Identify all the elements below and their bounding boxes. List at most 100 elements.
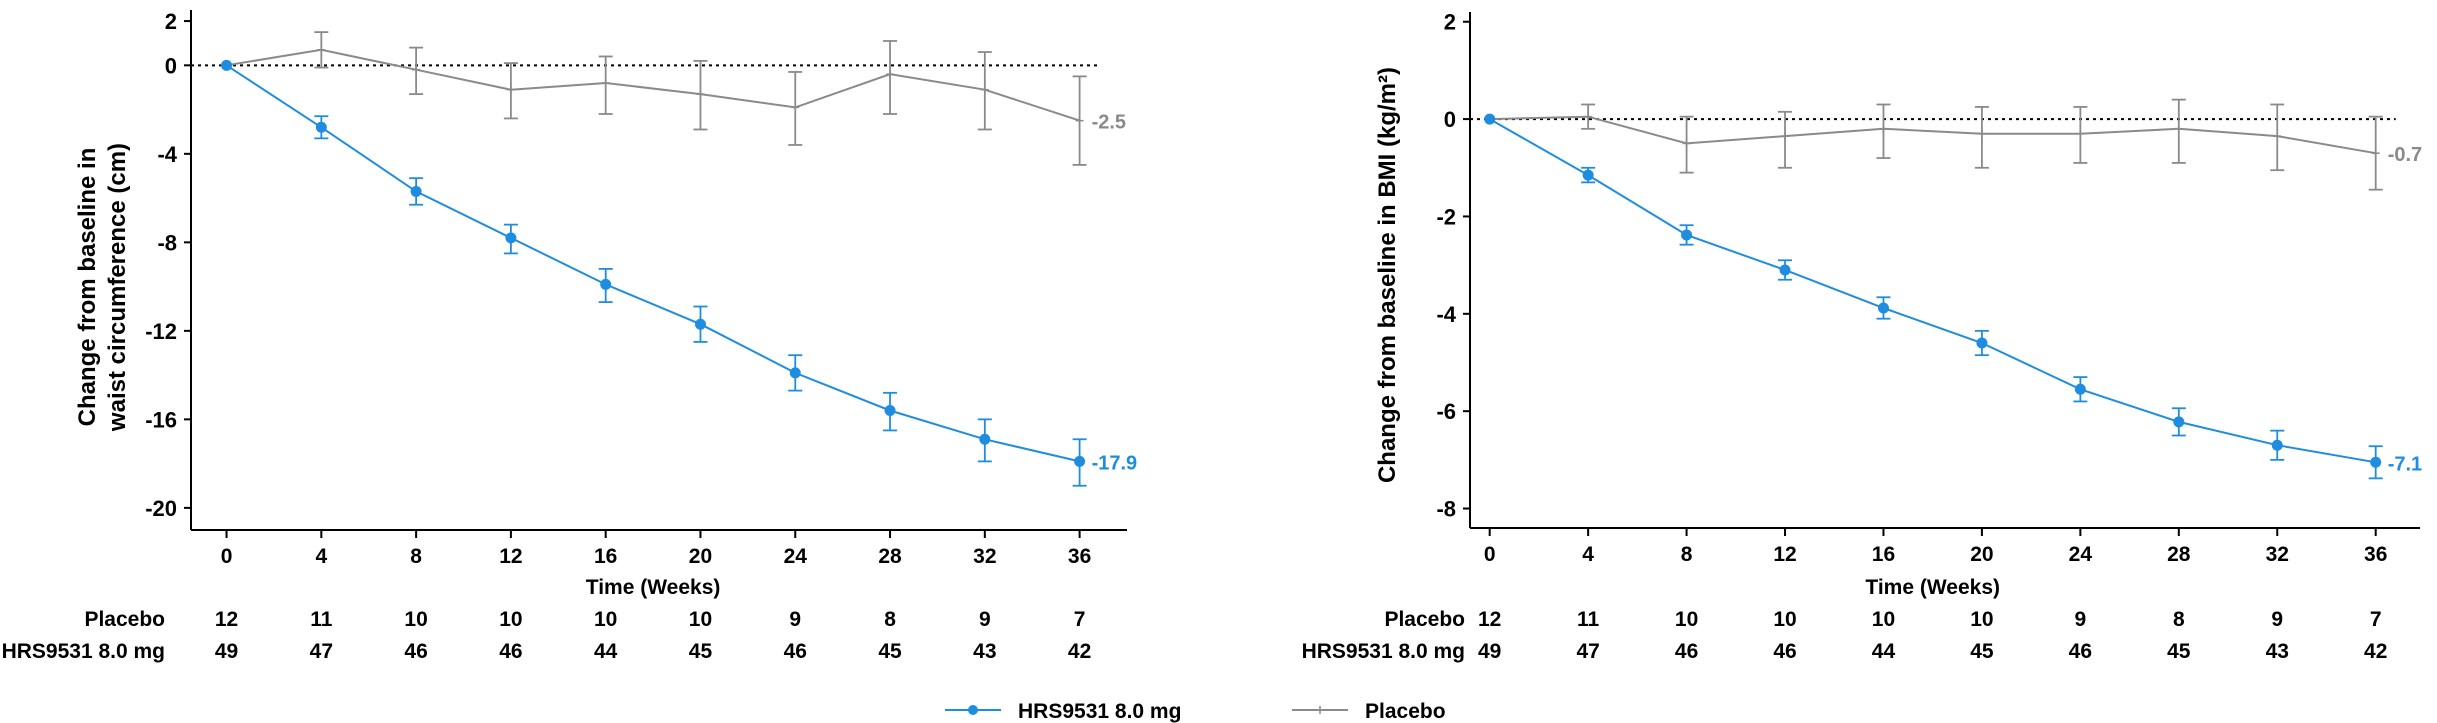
y-tick-label: -4 (157, 142, 177, 167)
at-risk-row: Placebo 12 11 10 10 10 10 9 8 9 7 (1384, 608, 2381, 631)
x-tick-label: 4 (315, 545, 327, 568)
y-tick-label: -6 (1436, 399, 1456, 424)
end-value-label: -7.1 (2388, 453, 2422, 475)
at-risk-count: 10 (1970, 608, 1993, 631)
data-point (1877, 302, 1889, 314)
at-risk-count: 10 (594, 608, 617, 631)
x-axis-label: Time (Weeks) (586, 576, 721, 599)
series-placebo: -2.5 (222, 31, 1126, 166)
series-hrs9531: -7.1 (1484, 113, 2422, 480)
at-risk-row-label: HRS9531 8.0 mg (1302, 640, 1465, 663)
at-risk-count: 45 (878, 640, 902, 663)
end-value-label: -17.9 (1092, 452, 1138, 474)
at-risk-count: 10 (689, 608, 712, 631)
data-point (1779, 264, 1791, 276)
at-risk-count: 8 (884, 608, 896, 631)
y-tick-label: 2 (165, 9, 177, 34)
at-risk-count: 12 (215, 608, 238, 631)
y-axis-label: Change from baseline in BMI (kg/m²) (1374, 67, 1401, 483)
data-point (1582, 169, 1594, 181)
at-risk-count: 49 (1478, 640, 1501, 663)
at-risk-row: HRS9531 8.0 mg 49 47 46 46 44 45 46 45 43 42 (1302, 640, 2388, 663)
at-risk-count: 7 (1074, 608, 1086, 631)
data-point (791, 103, 800, 112)
end-value-label: -0.7 (2388, 144, 2422, 166)
series-line (1489, 118, 2376, 464)
x-tick-label: 20 (689, 545, 712, 568)
at-risk-count: 47 (1576, 640, 1599, 663)
y-axis-label: Change from baseline in (74, 148, 101, 427)
data-point (1682, 139, 1691, 148)
at-risk-count: 10 (404, 608, 427, 631)
at-risk-count: 45 (2167, 640, 2191, 663)
at-risk-count: 46 (2069, 640, 2092, 663)
at-risk-row-label: HRS9531 8.0 mg (2, 640, 165, 663)
data-point (1879, 124, 1888, 133)
at-risk-count: 9 (2075, 608, 2087, 631)
y-axis-label: waist circumference (cm) (104, 143, 131, 432)
at-risk-count: 10 (499, 608, 522, 631)
data-point (2173, 416, 2185, 428)
at-risk-count: 43 (973, 640, 996, 663)
x-tick-label: 16 (1872, 543, 1895, 566)
at-risk-count: 49 (215, 640, 238, 663)
data-point (2271, 439, 2283, 451)
x-axis-label: Time (Weeks) (1865, 576, 2000, 599)
data-point (600, 278, 612, 290)
at-risk-row-label: Placebo (84, 608, 165, 631)
x-tick-label: 24 (2069, 543, 2093, 566)
x-tick-label: 36 (1068, 545, 1091, 568)
legend-item-hrs9531: HRS9531 8.0 mg (945, 700, 1181, 723)
legend: HRS9531 8.0 mg Placebo (945, 700, 1446, 723)
data-point (2076, 129, 2085, 138)
at-risk-count: 46 (1773, 640, 1796, 663)
data-point (980, 85, 989, 94)
at-risk-count: 47 (310, 640, 333, 663)
data-point (1075, 116, 1084, 125)
at-risk-count: 46 (784, 640, 807, 663)
y-tick-label: -16 (145, 407, 177, 432)
data-point (2174, 124, 2183, 133)
y-tick-label: -4 (1436, 302, 1456, 327)
x-tick-label: 0 (1484, 543, 1496, 566)
data-point (601, 79, 610, 88)
at-risk-count: 9 (979, 608, 991, 631)
data-point (317, 45, 326, 54)
x-tick-label: 12 (499, 545, 522, 568)
x-tick-label: 28 (878, 545, 902, 568)
x-tick-label: 8 (1681, 543, 1693, 566)
y-tick-label: -2 (1436, 204, 1456, 229)
at-risk-count: 46 (404, 640, 427, 663)
data-point (696, 90, 705, 99)
legend-marker (968, 705, 978, 715)
at-risk-count: 11 (310, 608, 333, 631)
at-risk-count: 9 (2271, 608, 2283, 631)
data-point (221, 59, 233, 71)
x-tick-label: 32 (2266, 543, 2289, 566)
at-risk-count: 44 (1872, 640, 1896, 663)
at-risk-count: 45 (689, 640, 713, 663)
x-tick-label: 12 (1773, 543, 1796, 566)
at-risk-count: 8 (2173, 608, 2185, 631)
at-risk-count: 10 (1872, 608, 1895, 631)
data-point (979, 433, 991, 445)
legend-label: Placebo (1365, 700, 1446, 723)
data-point (886, 70, 895, 79)
at-risk-count: 42 (2364, 640, 2387, 663)
data-point (410, 185, 422, 197)
data-point (1976, 337, 1988, 349)
at-risk-count: 10 (1773, 608, 1796, 631)
data-point (1681, 229, 1693, 241)
data-point (506, 85, 515, 94)
at-risk-count: 46 (499, 640, 522, 663)
data-point (1484, 113, 1496, 125)
data-point (412, 65, 421, 74)
x-tick-label: 32 (973, 545, 996, 568)
at-risk-count: 44 (594, 640, 618, 663)
at-risk-count: 9 (789, 608, 801, 631)
data-point (884, 405, 896, 417)
at-risk-count: 12 (1478, 608, 1501, 631)
data-point (1781, 132, 1790, 141)
at-risk-count: 7 (2370, 608, 2382, 631)
